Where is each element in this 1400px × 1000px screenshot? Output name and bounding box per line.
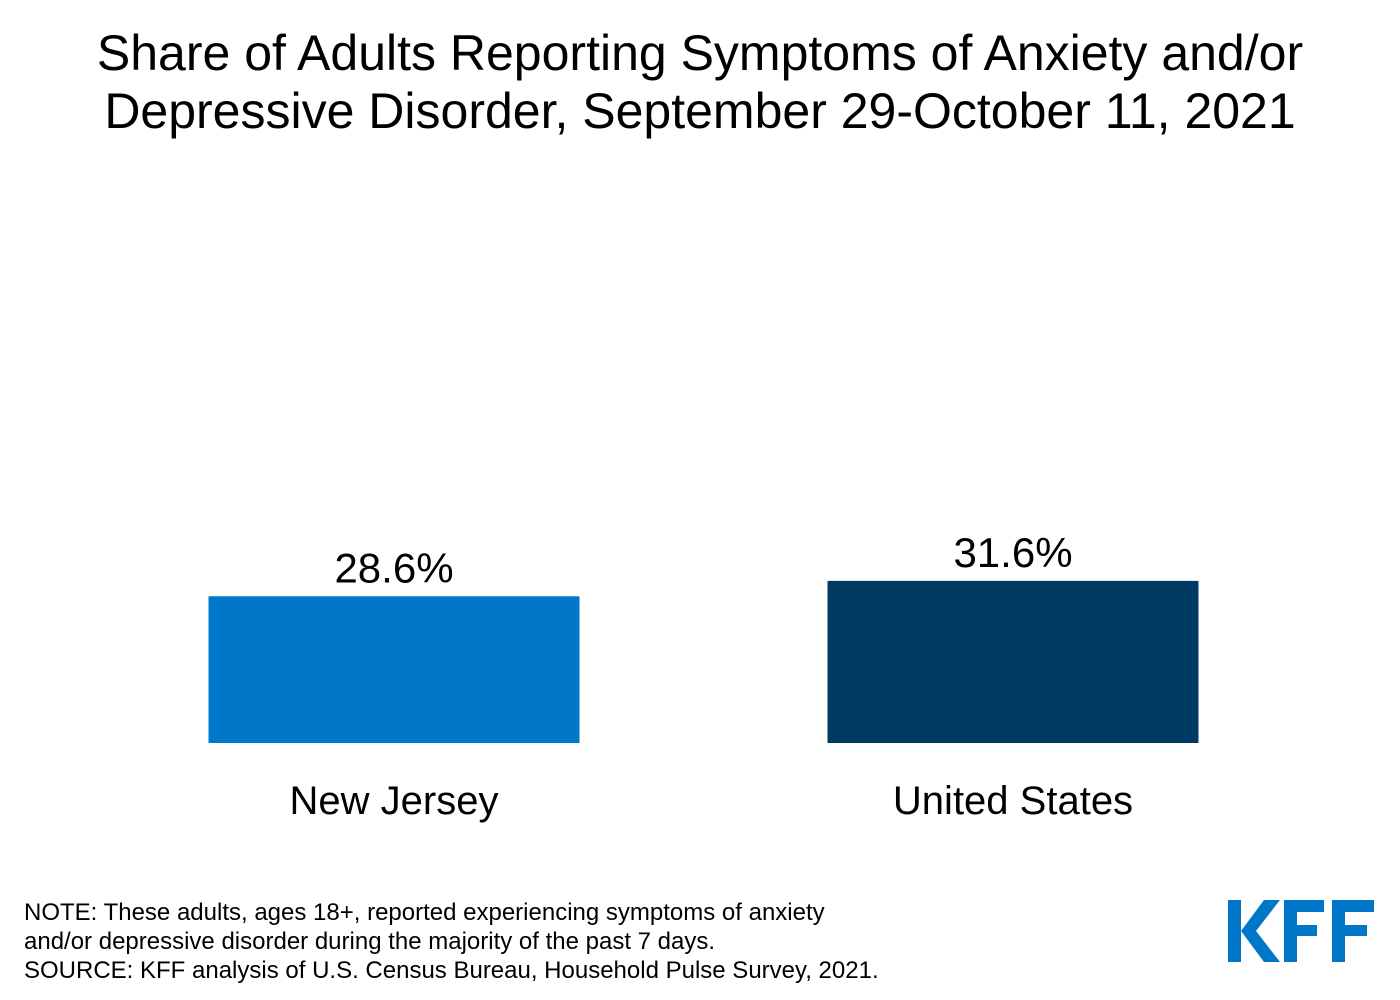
category-label-new-jersey: New Jersey	[290, 779, 499, 823]
chart-title: Share of Adults Reporting Symptoms of An…	[0, 24, 1400, 140]
note-line-2: and/or depressive disorder during the ma…	[24, 928, 716, 955]
kff-logo	[1228, 898, 1378, 969]
data-label-united-states: 31.6%	[953, 529, 1072, 576]
chart-title-line-2: Depressive Disorder, September 29-Octobe…	[104, 83, 1296, 139]
bar-united-states	[827, 580, 1199, 743]
kff-logo-mark	[1228, 900, 1374, 962]
source-line: SOURCE: KFF analysis of U.S. Census Bure…	[24, 957, 879, 984]
data-label-new-jersey: 28.6%	[334, 544, 453, 591]
note-line-1: NOTE: These adults, ages 18+, reported e…	[24, 899, 825, 926]
chart-title-line-1: Share of Adults Reporting Symptoms of An…	[96, 25, 1304, 81]
footnote: NOTE: These adults, ages 18+, reported e…	[24, 898, 879, 985]
bar-new-jersey	[208, 596, 580, 743]
category-label-united-states: United States	[893, 779, 1133, 823]
